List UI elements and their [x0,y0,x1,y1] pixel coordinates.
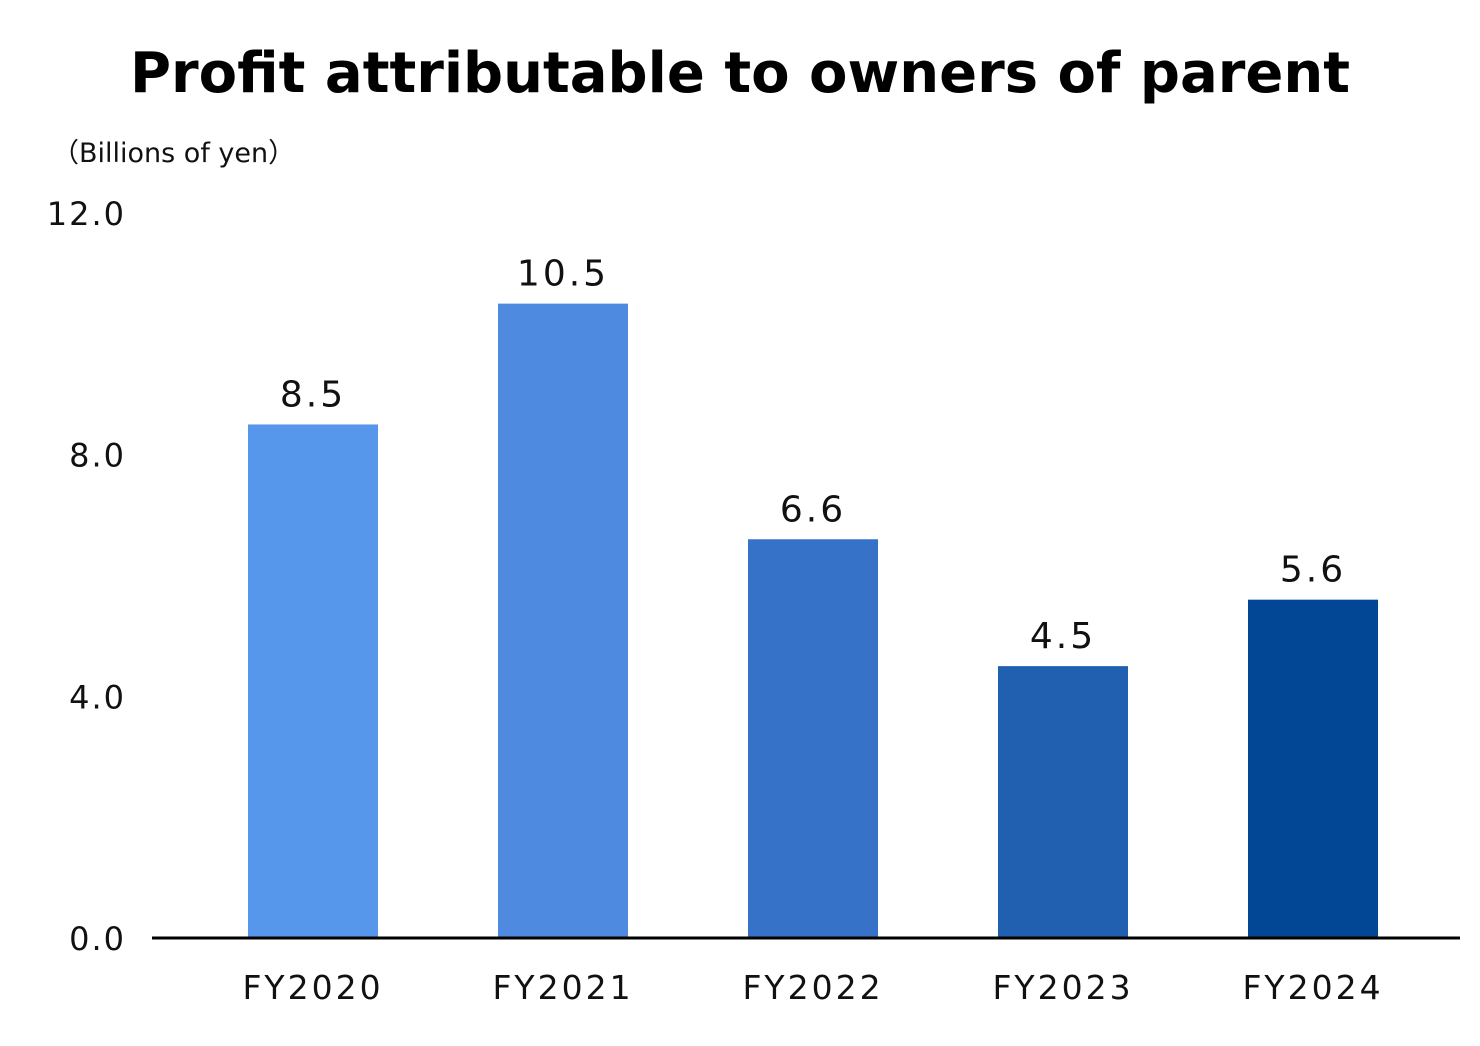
category-labels-group: FY2020 FY2021 FY2022 FY2023 FY2024 [242,968,1383,1007]
bars-group [248,303,1378,938]
bar-fy2021 [498,303,628,938]
category-label-fy2023: FY2023 [992,968,1133,1007]
value-label-fy2023: 4.5 [1030,616,1096,657]
y-tick-label: 4.0 [69,678,126,716]
chart-title: Profit attributable to owners of parent [130,41,1350,106]
bar-fy2022 [748,539,878,938]
category-label-fy2021: FY2021 [492,968,633,1007]
category-label-fy2020: FY2020 [242,968,383,1007]
bar-fy2023 [998,666,1128,938]
category-label-fy2022: FY2022 [742,968,883,1007]
bar-fy2024 [1248,599,1378,938]
value-labels-group: 8.5 10.5 6.6 4.5 5.6 [280,254,1346,658]
bar-fy2020 [248,424,378,938]
category-label-fy2024: FY2024 [1242,968,1383,1007]
value-label-fy2024: 5.6 [1280,550,1346,591]
y-tick-label: 8.0 [69,437,126,475]
y-tick-label: 0.0 [69,920,126,958]
value-label-fy2021: 10.5 [517,254,609,295]
y-tick-label: 12.0 [47,195,126,233]
y-axis-ticks: 0.0 4.0 8.0 12.0 [47,195,126,958]
value-label-fy2020: 8.5 [280,374,346,415]
unit-label: （Billions of yen） [52,138,295,169]
value-label-fy2022: 6.6 [780,489,846,530]
